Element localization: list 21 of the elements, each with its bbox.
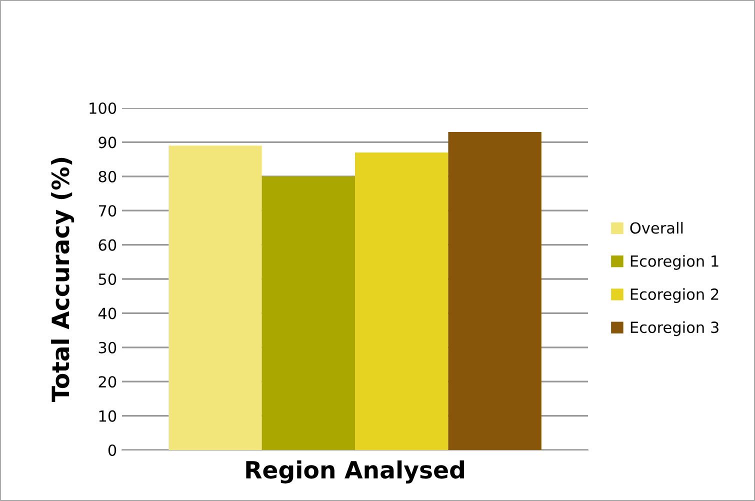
y-axis-title: Total Accuracy (%) <box>51 158 74 402</box>
y-tick-label: 100 <box>90 102 116 114</box>
legend-label: Ecoregion 1 <box>630 255 718 270</box>
y-tick-label: 0 <box>108 444 116 456</box>
legend-label: Ecoregion 3 <box>630 321 718 336</box>
y-tick-label: 90 <box>98 136 116 148</box>
y-tick-label: 20 <box>98 376 116 388</box>
x-axis-title: Region Analysed <box>246 460 464 484</box>
bar <box>355 152 448 450</box>
legend-label: Ecoregion 2 <box>630 288 718 303</box>
bar <box>448 132 542 450</box>
y-tick-label: 40 <box>98 308 116 320</box>
y-tick-label: 10 <box>99 410 116 422</box>
y-tick-label: 60 <box>98 239 116 251</box>
y-tick-label: 70 <box>98 205 116 217</box>
y-tick-label: 50 <box>98 273 116 286</box>
y-tick-label: 80 <box>98 170 116 182</box>
bar <box>168 146 262 450</box>
y-tick-label: 30 <box>98 342 116 354</box>
legend-label: Overall <box>630 222 683 234</box>
bar <box>262 176 355 450</box>
